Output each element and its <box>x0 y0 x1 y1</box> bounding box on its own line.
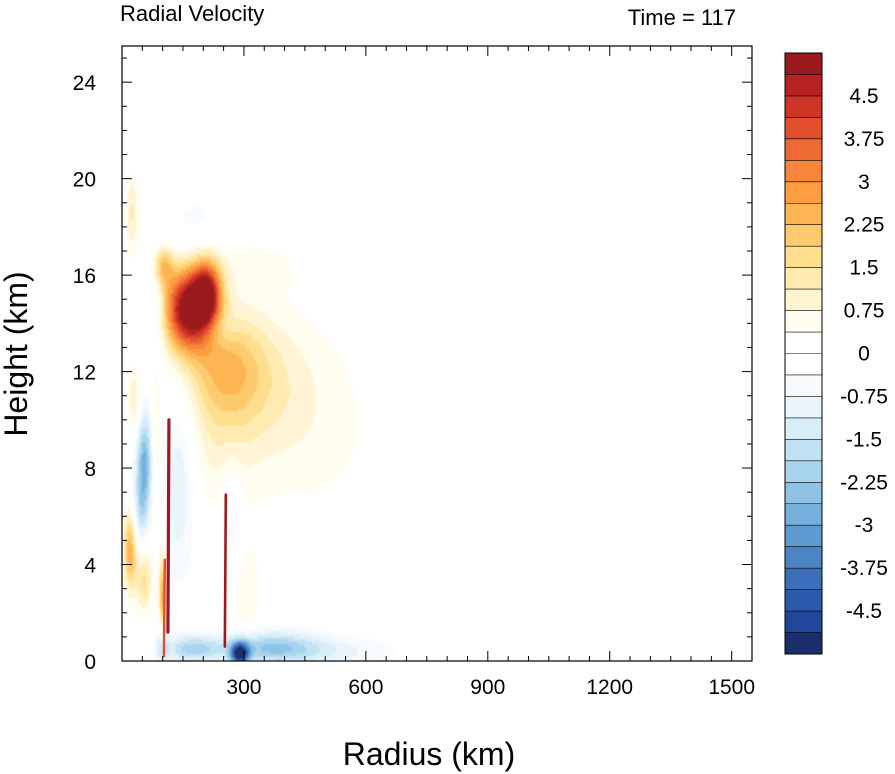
colorbar-swatch <box>785 353 822 376</box>
colorbar-swatch <box>785 417 822 440</box>
colorbar-swatch <box>785 267 822 290</box>
x-tick-label: 600 <box>348 676 383 699</box>
chart-title-left: Radial Velocity <box>120 1 264 26</box>
colorbar-swatch <box>785 396 822 419</box>
shear-lines <box>162 418 228 658</box>
colorbar-swatch <box>785 289 822 311</box>
y-tick-label: 20 <box>73 169 96 192</box>
colorbar-tick-label: 3.75 <box>844 128 885 151</box>
colorbar-swatch <box>785 53 822 75</box>
colorbar-swatch <box>785 138 822 161</box>
shear-line <box>223 493 228 648</box>
shear-line <box>162 558 167 658</box>
colorbar-tick-label: -1.5 <box>846 428 882 451</box>
heatmap-image <box>122 46 752 661</box>
colorbar-swatch <box>785 525 822 548</box>
colorbar-swatch <box>785 611 822 633</box>
colorbar-swatch <box>785 246 822 269</box>
colorbar-tick-label: 0.75 <box>844 300 885 323</box>
y-tick-label: 8 <box>84 458 96 481</box>
y-tick-label: 16 <box>73 265 96 288</box>
y-tick-label: 12 <box>73 362 96 385</box>
colorbar-frame <box>784 52 823 655</box>
colorbar-swatch <box>785 374 822 397</box>
colorbar-tick-label: 4.5 <box>849 85 878 108</box>
y-tick-label: 0 <box>84 651 96 674</box>
colorbar-swatch <box>785 95 822 118</box>
colorbar-tick-label: -0.75 <box>840 385 888 408</box>
x-axis: 300 600 900 1200 1500 <box>141 46 755 699</box>
colorbar-swatch <box>785 482 822 505</box>
colorbar-swatch <box>785 589 822 612</box>
chart-title-right: Time = 117 <box>628 5 736 30</box>
shear-line <box>166 418 171 634</box>
colorbar-tick-label: -3 <box>855 514 874 537</box>
x-tick-label: 300 <box>226 676 261 699</box>
x-tick-label: 1200 <box>586 676 633 699</box>
colorbar-swatch <box>785 181 822 204</box>
colorbar-swatch <box>785 74 822 97</box>
colorbar-swatch <box>785 332 822 354</box>
y-tick-label: 24 <box>73 72 97 95</box>
colorbar-swatch <box>785 117 822 140</box>
x-axis-label: Radius (km) <box>343 736 515 772</box>
colorbar-swatch <box>785 460 822 483</box>
colorbar-swatch <box>785 203 822 226</box>
colorbar-tick-label: -2.25 <box>840 471 888 494</box>
y-axis-label: Height (km) <box>0 271 34 436</box>
y-tick-label: 4 <box>84 555 96 578</box>
colorbar-swatch <box>785 568 822 591</box>
colorbar-labels: 4.5 3.75 3 2.25 1.5 0.75 0 -0.75 -1.5 -2.25 -3 -3.7… <box>840 85 888 623</box>
colorbar-swatch <box>785 439 822 462</box>
colorbar-tick-label: 3 <box>858 171 870 194</box>
colorbar-tick-label: 0 <box>858 343 870 366</box>
colorbar-swatch <box>785 503 822 526</box>
colorbar-tick-label: -3.75 <box>840 557 888 580</box>
plot-frame <box>121 45 753 662</box>
colorbar-tick-label: 1.5 <box>849 257 878 280</box>
colorbar-swatch <box>785 546 822 569</box>
y-axis: 0 4 8 12 16 20 24 <box>73 57 752 674</box>
colorbar-tick-label: -4.5 <box>846 600 882 623</box>
colorbar-tick-label: 2.25 <box>844 214 885 237</box>
colorbar-swatch <box>785 310 822 333</box>
colorbar-swatch <box>785 224 822 247</box>
heatmap-field <box>122 46 752 661</box>
colorbar-swatch <box>785 160 822 183</box>
x-tick-label: 1500 <box>708 676 755 699</box>
x-tick-label: 900 <box>470 676 505 699</box>
colorbar-swatch <box>785 632 822 655</box>
colorbar <box>784 52 823 655</box>
